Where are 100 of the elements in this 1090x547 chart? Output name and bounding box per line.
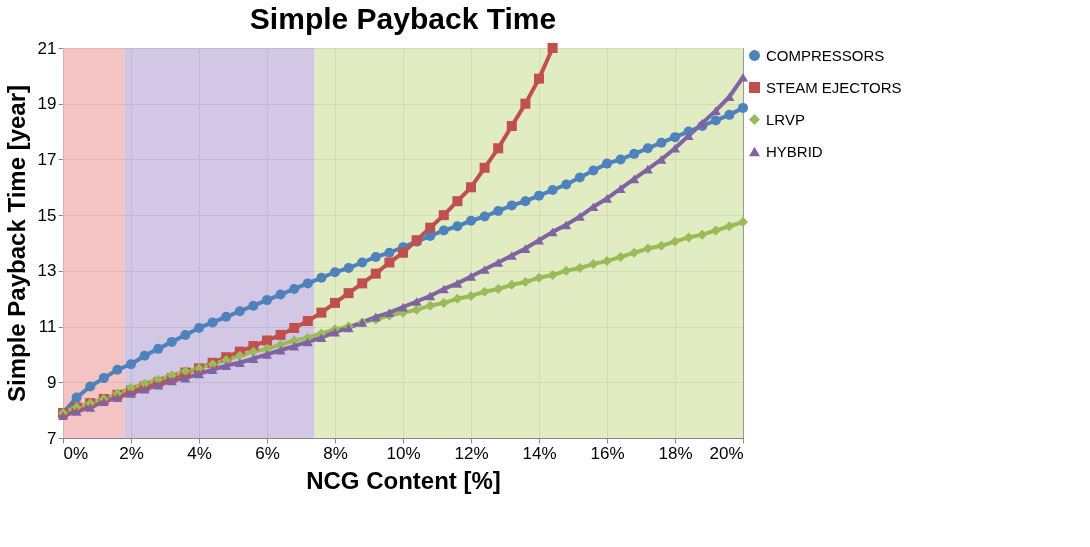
point [479,286,490,297]
x-tick-label: 12% [454,443,489,463]
y-axis-title: Simple Payback Time [year] [2,84,30,403]
point [275,329,286,340]
y-tick-label: 9 [47,372,57,392]
point [411,304,422,315]
point [670,132,680,143]
point [221,311,232,322]
point [615,154,626,165]
point [479,265,490,274]
point [139,350,150,361]
point [520,98,531,109]
point [425,222,436,233]
point [425,291,436,301]
point [561,220,572,230]
point [588,165,599,176]
point [398,247,408,258]
point [180,373,191,383]
point [493,143,504,154]
point [534,73,544,84]
point [520,244,531,253]
point [493,205,504,216]
x-tick-label: 8% [323,443,348,463]
point [534,272,544,283]
point [58,411,68,421]
point [710,225,721,236]
point [234,358,245,368]
point [248,300,259,311]
point [384,257,395,268]
point [384,308,395,317]
point [506,200,517,211]
x-axis-title: NCG Content [%] [306,466,501,494]
point [738,72,748,82]
point [466,290,476,301]
point [534,235,544,245]
point [384,247,395,258]
point [547,227,558,237]
point [479,211,490,222]
x-tick-label: 2% [119,443,144,463]
point [71,392,82,403]
x-tick-label: 14% [522,443,557,463]
point [275,289,286,300]
point [656,137,667,148]
point [466,215,476,226]
point [602,158,612,169]
point [506,121,517,131]
point [234,350,245,361]
point [493,283,504,294]
point [289,283,300,294]
point [602,256,612,267]
point [343,263,354,274]
point [316,307,327,318]
point [194,322,204,333]
point [330,297,340,308]
point [234,306,245,317]
point [126,359,136,370]
y-tick-label: 17 [37,149,57,169]
point [302,278,313,289]
point [738,217,748,228]
point [479,162,490,173]
point [316,272,327,283]
x-tick-label: 18% [658,443,693,463]
point [262,295,272,306]
point [642,143,653,154]
point [615,251,626,262]
point [262,335,272,346]
point [153,343,164,354]
legend-label: HYBRID [766,142,823,160]
point [126,389,136,398]
point [316,333,327,343]
point [112,364,123,375]
y-tick-label: 11 [38,317,57,337]
y-tick-label: 13 [37,261,57,281]
point [670,236,680,247]
point [85,381,96,392]
y-tick-label: 7 [47,428,57,448]
point [738,102,748,113]
point [452,221,463,232]
point [262,343,272,354]
point [194,369,204,379]
point [221,361,232,370]
point [466,182,476,193]
point [629,148,640,159]
point [588,258,599,269]
point [180,329,191,340]
point [357,257,368,268]
point [248,354,259,363]
point [71,407,82,416]
point [166,336,177,347]
point [493,258,504,267]
legend-label: STEAM EJECTORS [766,78,902,96]
point [207,365,218,375]
point [289,322,300,333]
point [724,221,735,232]
point [262,350,272,359]
point [506,251,517,260]
x-tick-label: 6% [255,443,280,463]
point [370,251,381,262]
y-tick-label: 19 [37,94,57,114]
point [357,278,368,289]
